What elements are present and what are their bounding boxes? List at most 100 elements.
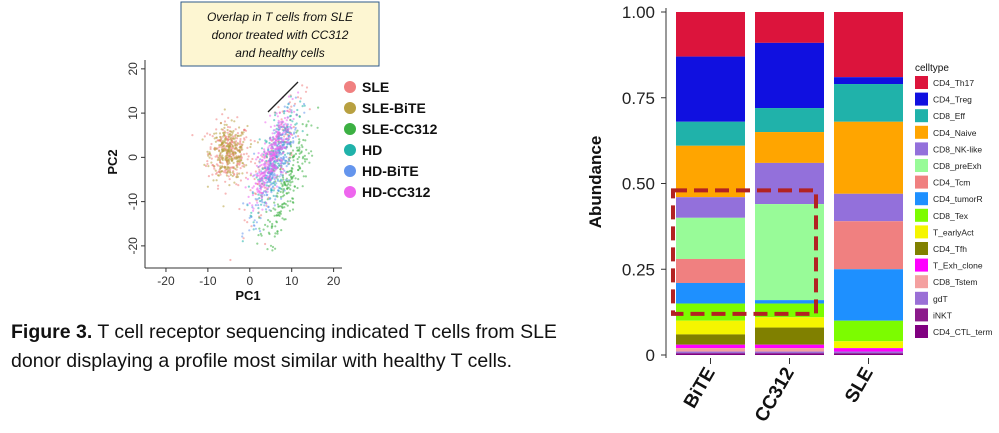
pca-point (264, 153, 268, 156)
bar-legend-swatch (915, 109, 928, 123)
bar-y-axis-label: Abundance (586, 136, 605, 229)
pca-point (235, 137, 239, 140)
pca-point (287, 95, 291, 98)
pca-point (274, 174, 277, 177)
pca-x-tick-label: 20 (327, 274, 341, 288)
pca-point (268, 232, 271, 236)
pca-point (239, 142, 242, 145)
pca-point (258, 174, 261, 177)
pca-point (235, 176, 238, 179)
bar-legend-item: T_Exh_clone (915, 258, 983, 272)
pca-point (215, 118, 218, 121)
pca-point (273, 172, 276, 175)
pca-point (287, 179, 290, 182)
pca-point (275, 176, 278, 179)
pca-point (276, 174, 279, 177)
pca-point (223, 123, 226, 126)
pca-point (236, 132, 239, 135)
pca-point (285, 145, 288, 148)
pca-point (207, 154, 210, 157)
pca-point (264, 181, 267, 184)
pca-point (281, 206, 284, 209)
pca-point (269, 177, 272, 180)
pca-legend-swatch (344, 144, 356, 156)
bar-legend-swatch (915, 325, 928, 338)
pca-point (306, 133, 309, 136)
pca-point (289, 114, 292, 117)
pca-point (298, 166, 301, 169)
bar-legend-item: CD4_CTL_term (915, 325, 993, 338)
pca-point (267, 205, 270, 208)
pca-point (289, 188, 292, 191)
pca-point (259, 232, 262, 235)
pca-point (276, 230, 279, 233)
pca-point (236, 172, 239, 175)
pca-point (265, 169, 268, 172)
pca-point (215, 136, 218, 139)
pca-point (243, 208, 246, 211)
pca-point (249, 160, 253, 163)
bar-legend-item: CD4_Th17 (915, 76, 974, 89)
pca-point (214, 169, 217, 172)
bar-legend-label: CD8_NK-like (933, 144, 982, 154)
bar-segment-cd4_tfh (755, 327, 824, 345)
pca-point (273, 178, 276, 181)
pca-point (228, 170, 232, 173)
bar-legend-label: CD8_preExh (933, 161, 982, 171)
bar-segment-cd4_tumorr (755, 300, 824, 304)
pca-point (282, 178, 285, 181)
pca-point (218, 132, 222, 135)
pca-point (225, 158, 228, 161)
pca-point (272, 180, 276, 184)
callout-pointer-line (267, 81, 299, 113)
pca-point (269, 114, 272, 117)
pca-point (235, 140, 238, 143)
pca-point (273, 132, 276, 135)
pca-point (260, 196, 263, 200)
bar-legend-swatch (915, 92, 928, 106)
pca-point (231, 135, 235, 138)
pca-point (281, 125, 284, 128)
bar-legend-label: CD4_Tcm (933, 178, 970, 188)
pca-point (253, 219, 256, 222)
bar-legend-swatch (915, 291, 928, 305)
figure-caption: Figure 3. T cell receptor sequencing ind… (11, 318, 571, 376)
pca-point (277, 186, 280, 189)
pca-point (229, 143, 232, 146)
pca-legend: SLE SLE-BiTE SLE-CC312 HD HD-BiTE HD-CC312 (344, 79, 438, 200)
bar-legend-item: CD8_Eff (915, 109, 966, 123)
pca-point (261, 167, 264, 170)
pca-point (291, 175, 294, 178)
pca-point (224, 192, 227, 195)
pca-point (221, 150, 224, 153)
pca-point (258, 177, 261, 180)
pca-point (301, 84, 304, 87)
pca-point (230, 133, 233, 136)
pca-point (260, 203, 263, 206)
pca-point (223, 139, 226, 142)
bar-cc312 (755, 12, 824, 355)
pca-point (272, 207, 275, 210)
pca-point (286, 116, 289, 119)
pca-point (251, 175, 255, 178)
pca-point (238, 207, 241, 211)
bar-legend-swatch (915, 258, 928, 272)
pca-point (284, 133, 287, 136)
pca-point (256, 174, 259, 177)
pca-point (226, 128, 229, 132)
pca-point (276, 232, 279, 235)
pca-point (285, 137, 288, 140)
pca-point (260, 173, 263, 176)
pca-point (268, 153, 271, 156)
pca-point (241, 232, 244, 235)
pca-point (274, 114, 277, 117)
pca-point (262, 184, 266, 187)
pca-point (292, 189, 295, 192)
pca-point (211, 135, 214, 138)
pca-point (238, 172, 241, 175)
pca-point (243, 165, 246, 168)
pca-point (210, 161, 213, 164)
pca-point (229, 130, 232, 133)
pca-point (273, 187, 276, 190)
pca-point (267, 175, 270, 179)
